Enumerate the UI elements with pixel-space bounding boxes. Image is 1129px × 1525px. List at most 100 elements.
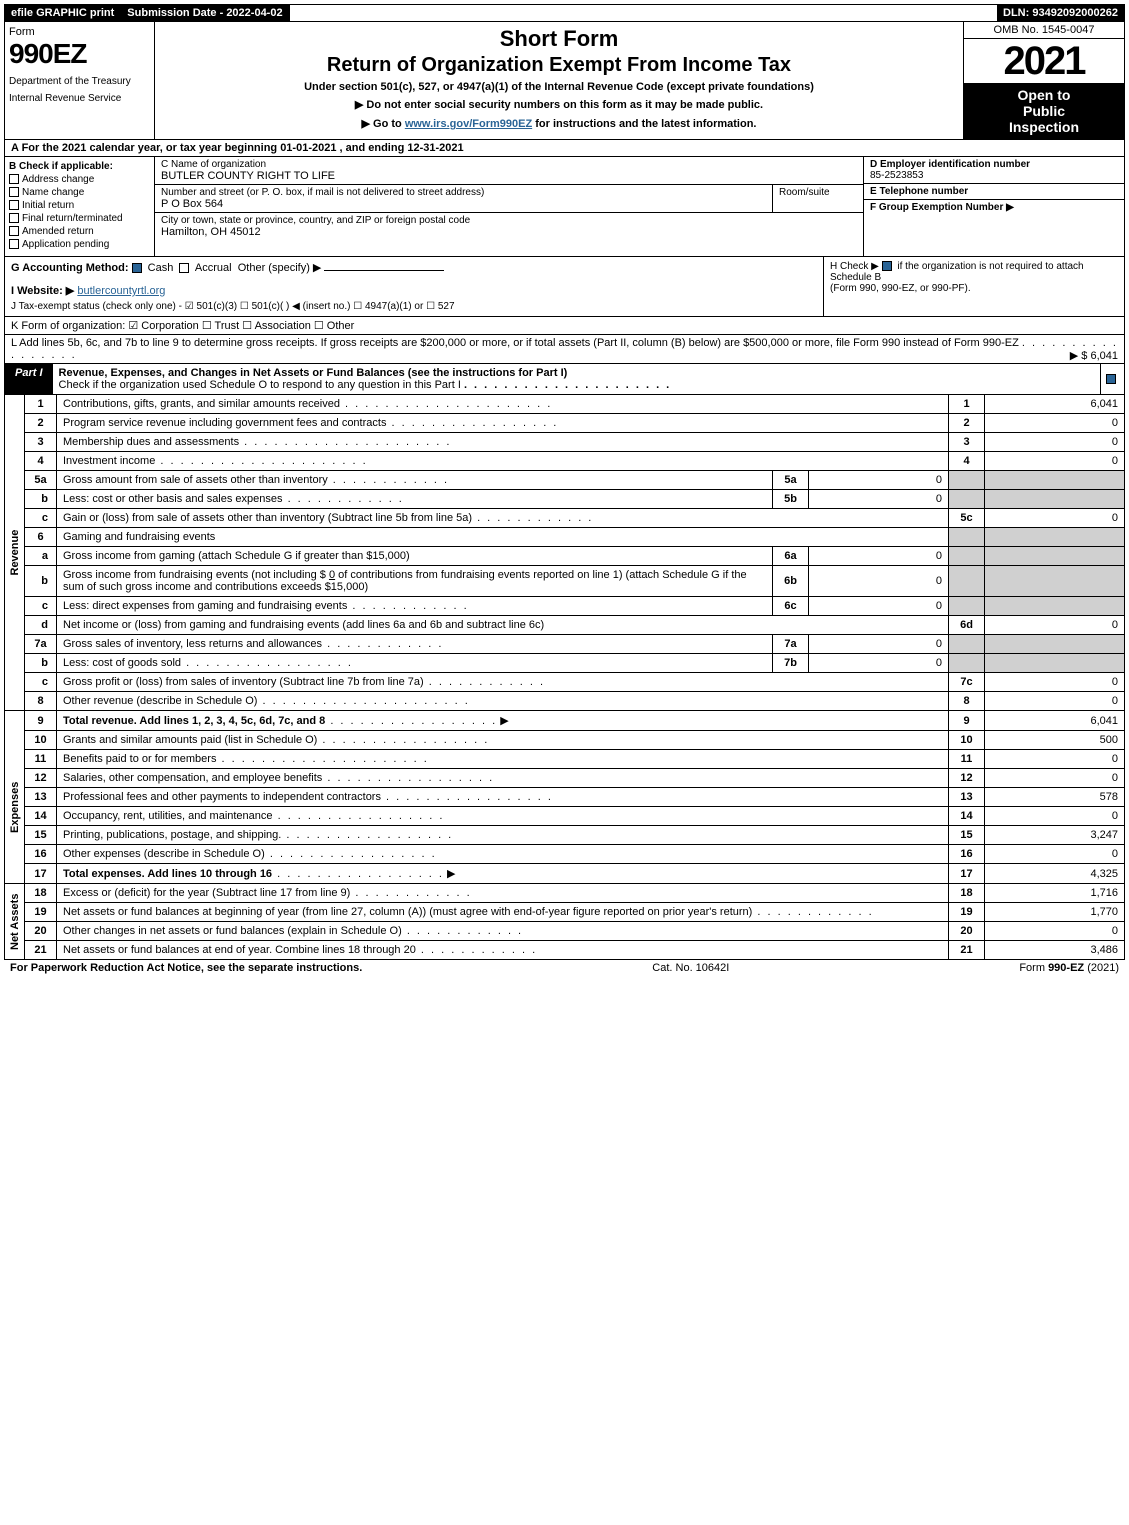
cb-application-pending[interactable]: Application pending [9,239,150,250]
cb-amended-return[interactable]: Amended return [9,226,150,237]
l6b-grey1 [949,566,985,597]
g-label: G Accounting Method: [11,262,129,274]
cb-amended-return-label: Amended return [22,226,94,237]
l11-text: Benefits paid to or for members [63,753,216,765]
l19-text: Net assets or fund balances at beginning… [63,906,752,918]
l2-text: Program service revenue including govern… [63,417,386,429]
line-5a: 5a Gross amount from sale of assets othe… [5,471,1125,490]
ein-cell: D Employer identification number 85-2523… [864,157,1124,184]
phone-label: E Telephone number [870,186,1118,197]
addr-label: Number and street (or P. O. box, if mail… [161,187,766,198]
l3-rn: 3 [949,433,985,452]
l5a-sn: 5a [773,471,809,490]
l4-num: 4 [25,452,57,471]
l7a-num: 7a [25,635,57,654]
l14-text: Occupancy, rent, utilities, and maintena… [63,810,273,822]
instr-goto-pre: ▶ Go to [362,118,405,130]
cb-application-pending-label: Application pending [22,239,109,250]
l16-rn: 16 [949,845,985,864]
omb-number: OMB No. 1545-0047 [964,22,1124,39]
open-line3: Inspection [968,119,1120,135]
l8-text: Other revenue (describe in Schedule O) [63,695,257,707]
l6b-grey2 [985,566,1125,597]
l5a-dots [328,474,449,486]
line-2: 2 Program service revenue including gove… [5,414,1125,433]
l4-dots [155,455,367,467]
return-title: Return of Organization Exempt From Incom… [327,54,791,77]
l8-dots [257,695,469,707]
line-1: Revenue 1 Contributions, gifts, grants, … [5,395,1125,414]
l6b-text: Gross income from fundraising events (no… [57,566,773,597]
line-4: 4 Investment income 4 0 [5,452,1125,471]
l6c-sv: 0 [809,597,949,616]
l5c-dots [472,512,593,524]
l20-rn: 20 [949,922,985,941]
h-text1: H Check ▶ [830,261,879,272]
l11-num: 11 [25,750,57,769]
cb-accrual[interactable] [179,263,189,273]
l6-text: Gaming and fundraising events [57,528,949,547]
l5b-text: Less: cost or other basis and sales expe… [63,493,283,505]
instr-goto-post: for instructions and the latest informat… [532,118,756,130]
l15-rv: 3,247 [985,826,1125,845]
l15-num: 15 [25,826,57,845]
instr-goto: ▶ Go to www.irs.gov/Form990EZ for instru… [362,117,757,130]
l21-text: Net assets or fund balances at end of ye… [63,944,416,956]
l5c-rn: 5c [949,509,985,528]
city-value: Hamilton, OH 45012 [161,226,857,238]
side-expenses: Expenses [5,731,25,884]
l14-num: 14 [25,807,57,826]
addr-value: P O Box 564 [161,198,766,210]
l20-rv: 0 [985,922,1125,941]
org-name: BUTLER COUNTY RIGHT TO LIFE [161,170,857,182]
line-17: 17 Total expenses. Add lines 10 through … [5,864,1125,884]
l5b-grey1 [949,490,985,509]
l19-rn: 19 [949,903,985,922]
cb-initial-return[interactable]: Initial return [9,200,150,211]
cb-address-change[interactable]: Address change [9,174,150,185]
cb-initial-return-label: Initial return [22,200,74,211]
l2-rn: 2 [949,414,985,433]
row-gh: G Accounting Method: Cash Accrual Other … [4,257,1125,317]
cb-final-return[interactable]: Final return/terminated [9,213,150,224]
org-name-label: C Name of organization [161,159,857,170]
l17-num: 17 [25,864,57,884]
accrual-label: Accrual [195,262,232,274]
l7b-text: Less: cost of goods sold [63,657,181,669]
l1-dots [340,398,552,410]
l14-rn: 14 [949,807,985,826]
l16-text: Other expenses (describe in Schedule O) [63,848,265,860]
cb-final-return-label: Final return/terminated [22,213,123,224]
l6c-grey1 [949,597,985,616]
l7a-text: Gross sales of inventory, less returns a… [63,638,322,650]
l6-grey2 [985,528,1125,547]
efile-print[interactable]: efile GRAPHIC print [5,5,121,21]
line-7c: c Gross profit or (loss) from sales of i… [5,673,1125,692]
row-l-text: L Add lines 5b, 6c, and 7b to line 9 to … [11,337,1019,349]
other-specify-input[interactable] [324,270,444,271]
line-6b: b Gross income from fundraising events (… [5,566,1125,597]
form-label: Form [9,26,150,38]
l15-dots [281,829,453,841]
website-link[interactable]: butlercountyrtl.org [77,285,165,297]
l7c-dots [424,676,545,688]
line-9: 9 Total revenue. Add lines 1, 2, 3, 4, 5… [5,711,1125,731]
line-6a: a Gross income from gaming (attach Sched… [5,547,1125,566]
l7c-rn: 7c [949,673,985,692]
cb-schedule-b[interactable] [882,261,892,271]
cb-cash[interactable] [132,263,142,273]
line-20: 20 Other changes in net assets or fund b… [5,922,1125,941]
part-1-checkbox[interactable] [1100,364,1124,394]
col-def: D Employer identification number 85-2523… [864,157,1124,256]
footer-center: Cat. No. 10642I [652,962,729,974]
l8-rn: 8 [949,692,985,711]
l7b-dots [181,657,353,669]
line-7b: b Less: cost of goods sold 7b 0 [5,654,1125,673]
cb-name-change[interactable]: Name change [9,187,150,198]
l7b-grey2 [985,654,1125,673]
room-suite-label: Room/suite [773,185,863,212]
part-1-title-text: Revenue, Expenses, and Changes in Net As… [59,367,568,379]
l7a-sn: 7a [773,635,809,654]
short-form-title: Short Form [500,26,619,52]
irs-link[interactable]: www.irs.gov/Form990EZ [405,118,532,130]
